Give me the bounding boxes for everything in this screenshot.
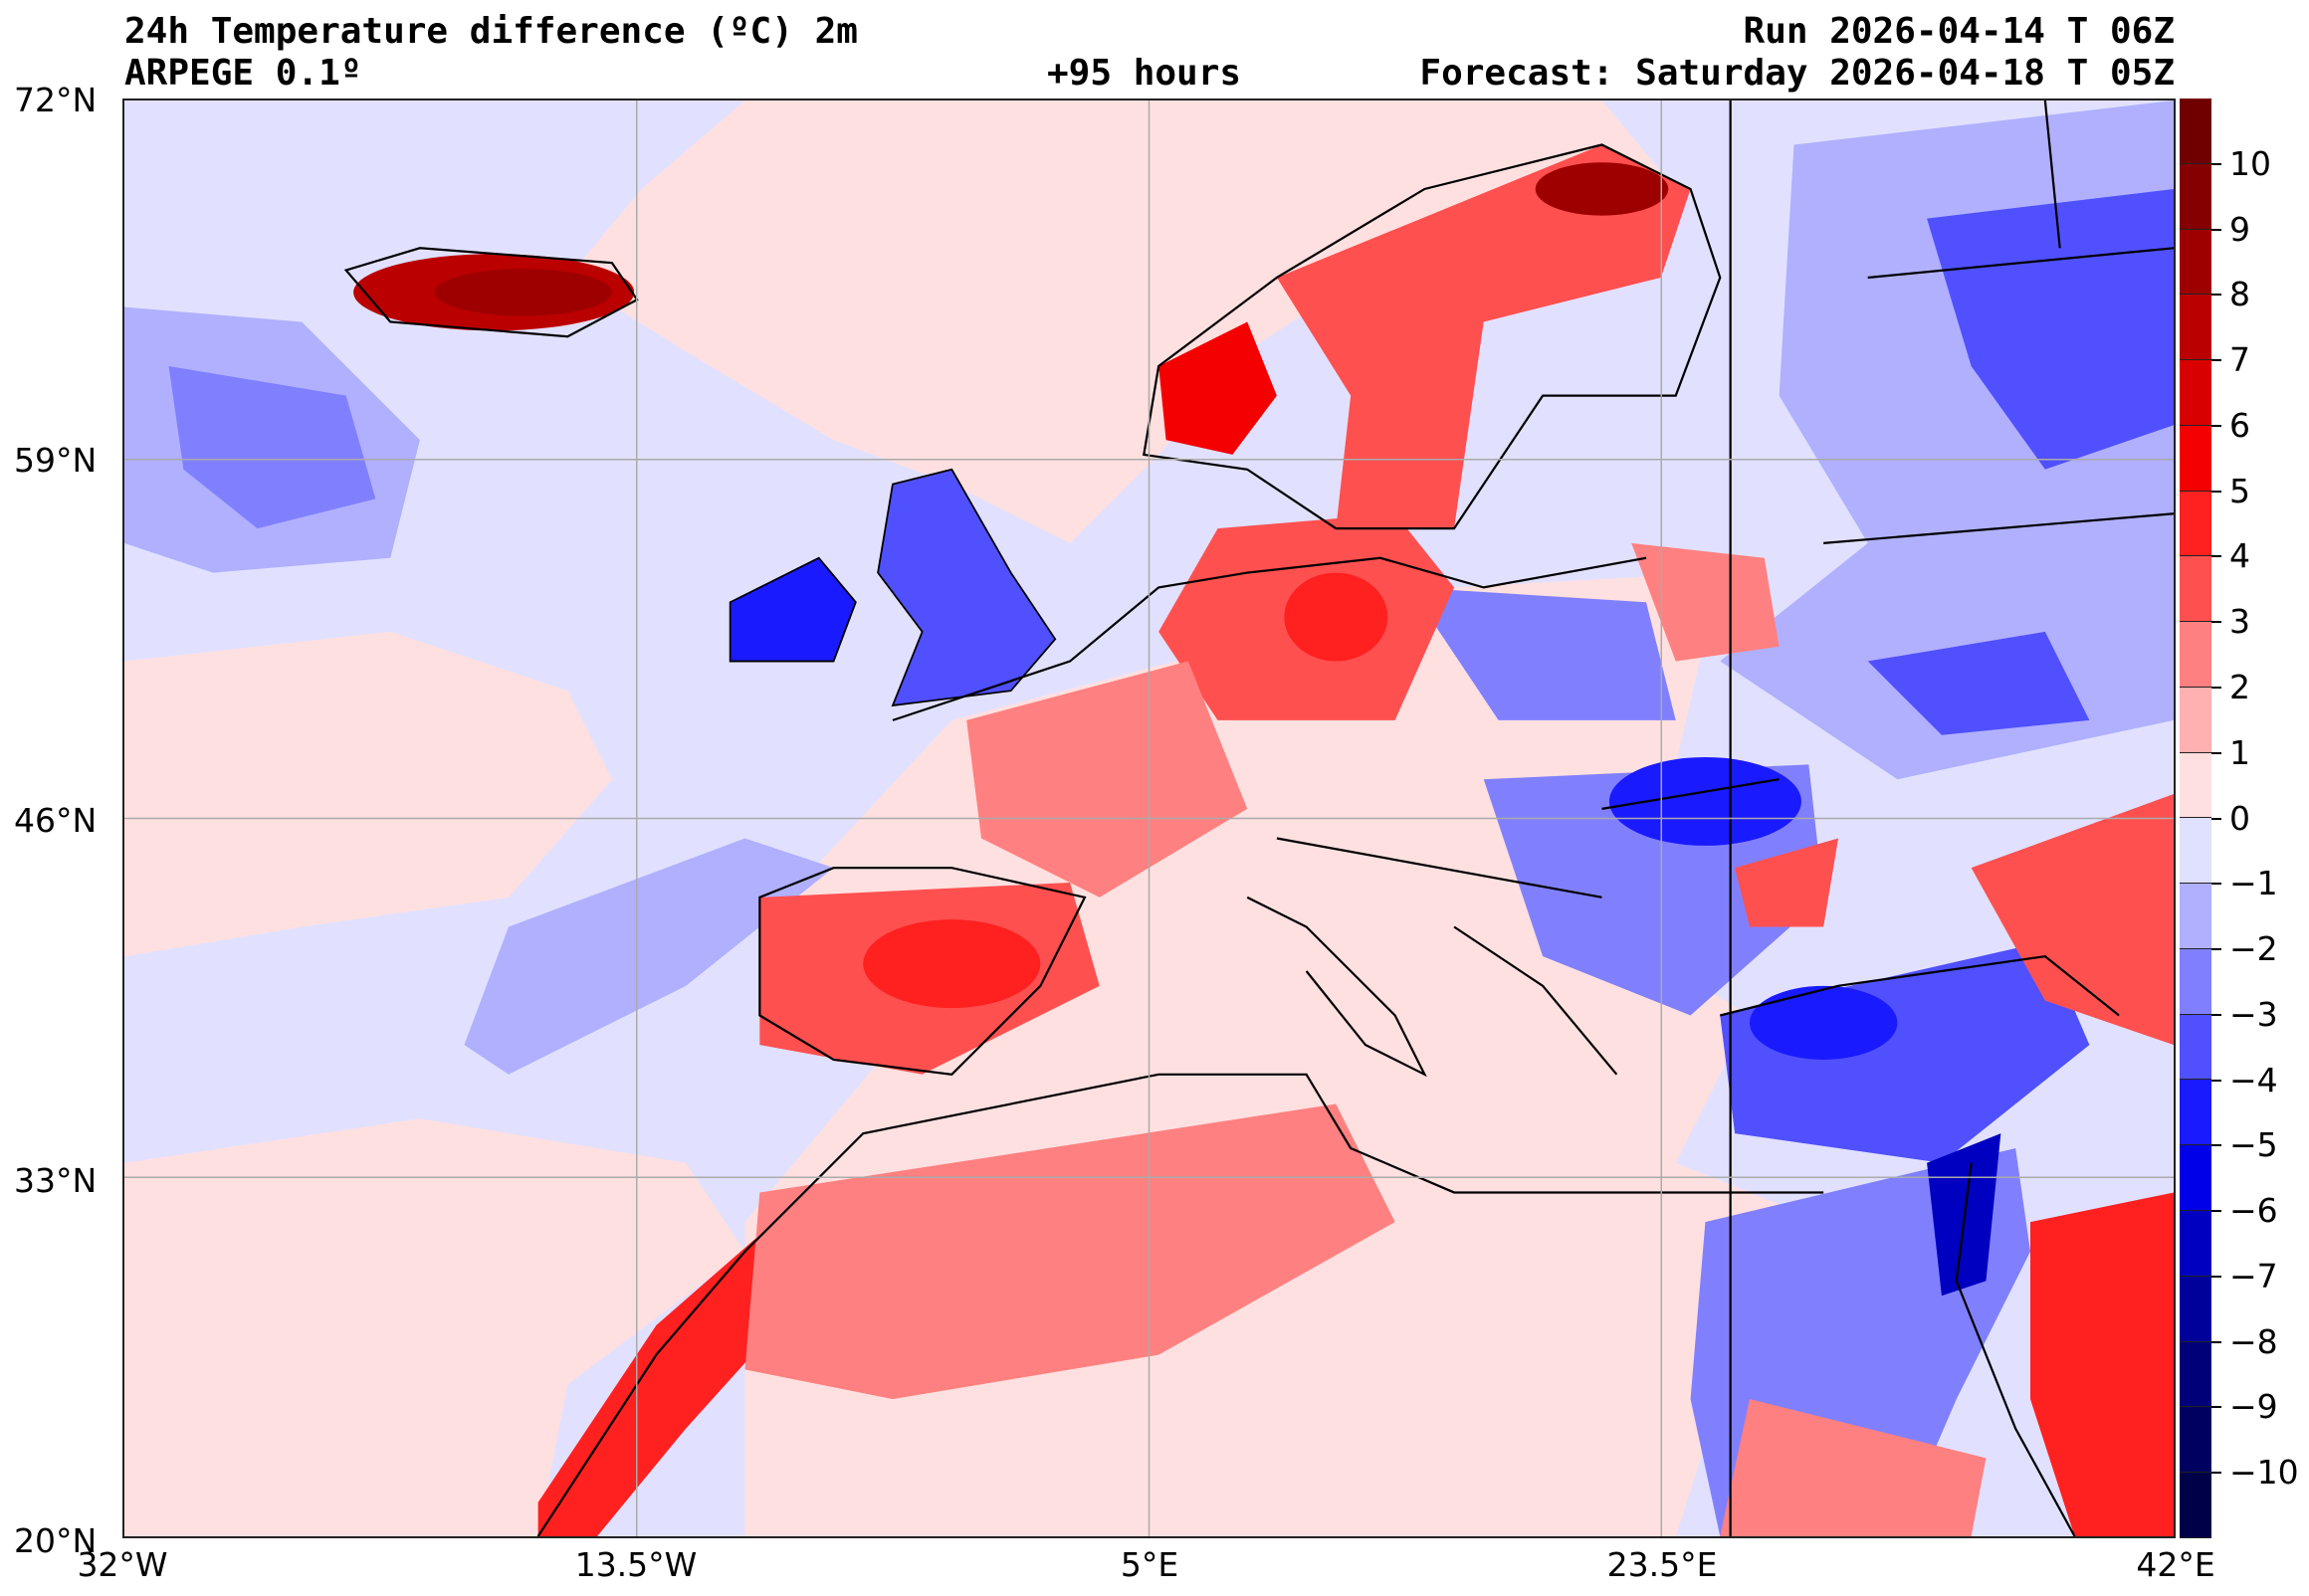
lead-time: +95 hours: [1047, 53, 1242, 94]
colorbar-label: −3: [2229, 994, 2278, 1034]
colorbar-label: −1: [2229, 864, 2278, 903]
red-patch-arabia: [2030, 1192, 2174, 1536]
model-label: ARPEGE 0.1º: [124, 53, 362, 94]
pink-region-west-atlantic: [124, 631, 612, 957]
colorbar-label: −9: [2229, 1387, 2278, 1427]
lon-label-42e: 42°E: [2136, 1545, 2215, 1584]
graticule: [124, 100, 2174, 1536]
colorbar-bin: [2180, 556, 2211, 623]
blue-patch-ireland: [729, 556, 857, 663]
colorbar-label: 4: [2229, 536, 2250, 576]
colorbar-bin: [2180, 163, 2211, 230]
colorbar-bin: [2180, 99, 2211, 164]
colorbar-tick: [2211, 294, 2221, 297]
forecast-time: Forecast: Saturday 2026-04-18 T 05Z: [1419, 53, 2175, 94]
colorbar-bin: [2180, 295, 2211, 361]
colorbar-bin: [2180, 948, 2211, 1015]
lat-label-46n: 46°N: [14, 801, 98, 840]
lon-label-13-5w: 13.5°W: [574, 1545, 698, 1584]
colorbar-label: 10: [2229, 143, 2271, 183]
colorbar-tick: [2211, 686, 2221, 689]
pink-region-north-atlantic: [567, 100, 1676, 543]
colorbar: [2180, 99, 2211, 1538]
colorbar-label: 5: [2229, 471, 2250, 510]
lon-label-32w: 32°W: [77, 1545, 168, 1584]
colorbar-label: 0: [2229, 798, 2250, 838]
colorbar-bin: [2180, 1407, 2211, 1474]
colorbar-tick: [2211, 1210, 2221, 1213]
lat-label-59n: 59°N: [14, 441, 98, 480]
colorbar-label: 2: [2229, 667, 2250, 706]
colorbar-tick: [2211, 817, 2221, 820]
blue-patch-biscay: [464, 838, 834, 1075]
colorbar-bin: [2180, 1341, 2211, 1408]
lat-label-33n: 33°N: [14, 1161, 98, 1200]
red-patch-morocco: [537, 1222, 819, 1536]
colorbar-tick: [2211, 424, 2221, 427]
colorbar-bin: [2180, 622, 2211, 688]
colorbar-tick: [2211, 948, 2221, 951]
colorbar-tick: [2211, 162, 2221, 165]
colorbar-label: −5: [2229, 1125, 2278, 1165]
colorbar-bin: [2180, 1473, 2211, 1538]
colorbar-bin: [2180, 1211, 2211, 1277]
colorbar-tick: [2211, 751, 2221, 754]
red-patch-scandinavia: [1276, 144, 1691, 529]
colorbar-label: 3: [2229, 602, 2250, 642]
colorbar-bin: [2180, 1145, 2211, 1212]
colorbar-bin: [2180, 1276, 2211, 1342]
lat-label-20n: 20°N: [14, 1521, 98, 1560]
map-canvas: [124, 100, 2174, 1536]
lat-label-72n: 72°N: [14, 81, 98, 119]
red-patch-norway: [1158, 321, 1277, 455]
blue-patch-britain: [877, 468, 1057, 707]
colorbar-label: 6: [2229, 405, 2250, 445]
colorbar-tick: [2211, 1144, 2221, 1147]
colorbar-bin: [2180, 752, 2211, 819]
colorbar-tick: [2211, 1013, 2221, 1016]
coastlines: [343, 100, 2174, 1536]
colorbar-tick: [2211, 1275, 2221, 1278]
colorbar-tick: [2211, 359, 2221, 362]
red-patch-turkey-east: [1971, 794, 2174, 1046]
colorbar-bin: [2180, 425, 2211, 492]
colorbar-bin: [2180, 1014, 2211, 1081]
colorbar-tick: [2211, 1340, 2221, 1343]
colorbar-label: −2: [2229, 929, 2278, 969]
colorbar-tick: [2211, 1406, 2221, 1409]
colorbar-bin: [2180, 1080, 2211, 1146]
pink-region-south-atlantic: [124, 1118, 745, 1536]
colorbar-bin: [2180, 687, 2211, 753]
colorbar-label: −10: [2229, 1453, 2299, 1493]
colorbar-tick: [2211, 490, 2221, 493]
colorbar-tick: [2211, 883, 2221, 886]
colorbar-label: −6: [2229, 1191, 2278, 1231]
colorbar-label: −4: [2229, 1060, 2278, 1099]
colorbar-bin: [2180, 491, 2211, 557]
colorbar-label: −8: [2229, 1321, 2278, 1361]
temperature-map: [122, 99, 2176, 1538]
colorbar-tick: [2211, 621, 2221, 624]
colorbar-bin: [2180, 229, 2211, 296]
red-patch-france: [966, 661, 1248, 898]
colorbar-label: 1: [2229, 732, 2250, 772]
colorbar-tick: [2211, 555, 2221, 558]
colorbar-tick: [2211, 1472, 2221, 1475]
colorbar-label: 7: [2229, 340, 2250, 380]
blue-patch-romania: [1608, 756, 1801, 846]
lon-label-23-5e: 23.5°E: [1606, 1545, 1718, 1584]
colorbar-bin: [2180, 818, 2211, 885]
colorbar-label: −7: [2229, 1256, 2278, 1296]
colorbar-label: 8: [2229, 275, 2250, 314]
colorbar-bin: [2180, 884, 2211, 949]
colorbar-bin: [2180, 360, 2211, 426]
map-title: 24h Temperature difference (ºC) 2m: [124, 11, 858, 52]
colorbar-tick: [2211, 228, 2221, 231]
colorbar-label: 9: [2229, 209, 2250, 249]
run-time: Run 2026-04-14 T 06Z: [1743, 11, 2175, 52]
colorbar-tick: [2211, 1079, 2221, 1082]
lon-label-5e: 5°E: [1120, 1545, 1179, 1584]
